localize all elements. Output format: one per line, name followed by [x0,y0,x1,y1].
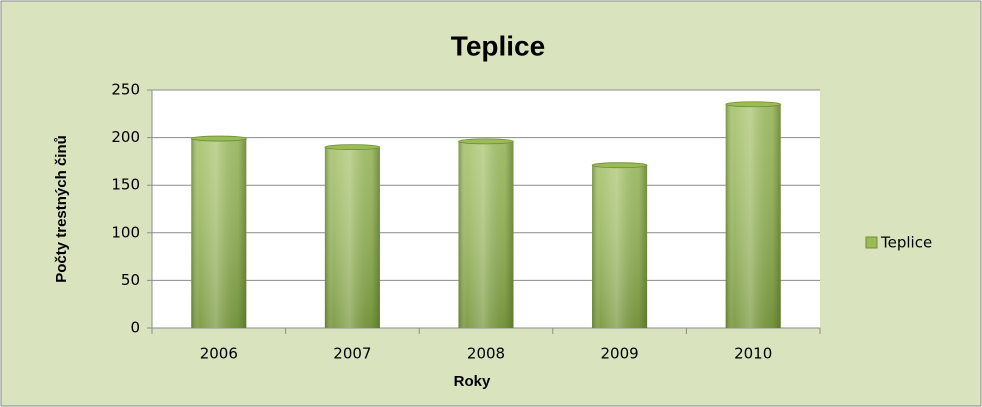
legend-label: Teplice [880,234,932,252]
y-tick-label: 50 [121,271,140,289]
y-axis-label: Počty trestných činů [53,135,70,283]
y-tick-label: 250 [111,81,140,99]
y-tick-label: 150 [111,176,140,194]
chart-title: Teplice [451,30,545,61]
x-tick-label: 2008 [467,345,505,363]
bar-shine [324,147,380,328]
y-tick-label: 200 [111,128,140,146]
y-tick-label: 100 [111,223,140,241]
bar-top [324,144,381,151]
bar-shine [592,165,648,328]
x-tick-label: 2009 [601,345,639,363]
bar-top [725,101,782,108]
bar-shine [725,104,781,328]
bar-top [458,138,514,145]
x-tick-label: 2007 [333,345,371,363]
bar-top [190,135,247,142]
bar-top [591,162,648,169]
x-tick-label: 2006 [200,345,238,363]
bar-shine [191,138,247,328]
legend-swatch [865,236,878,249]
y-tick-label: 0 [130,319,140,337]
x-axis-label: Roky [454,373,491,390]
bar-shine [458,141,514,328]
x-tick-label: 2010 [734,345,772,363]
